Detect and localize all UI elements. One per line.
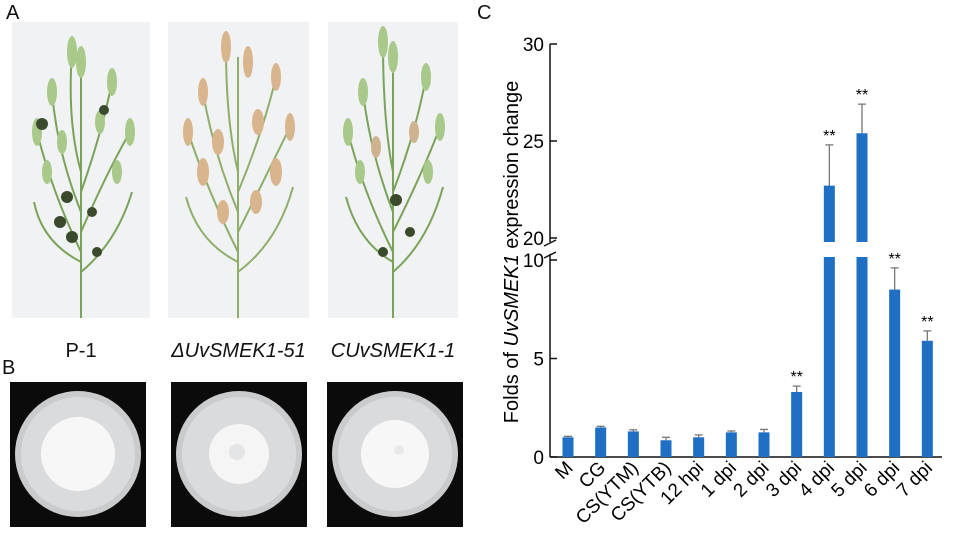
bar: [627, 431, 639, 457]
panicle-photo-mutant: [168, 22, 309, 318]
bar: [562, 437, 574, 457]
y-tick-label: 20: [523, 229, 544, 250]
bar: [889, 289, 901, 457]
strain-label-p1: P-1: [65, 340, 97, 362]
x-tick-label: 6 dpi: [860, 458, 904, 502]
x-tick-label: 5 dpi: [828, 458, 872, 502]
chart-bars: ** ** ** ** **: [562, 87, 934, 457]
significance-label: **: [790, 369, 802, 386]
bar: [791, 391, 803, 457]
strain-label-complement: CUvSMEK1-1: [330, 340, 456, 362]
significance-label: **: [921, 314, 933, 331]
y-tick-label: 25: [523, 132, 544, 153]
panicle-photo-p1: [12, 22, 150, 318]
plate-photo-p1: [10, 382, 146, 527]
y-axis-label-gene: UvSMEK1: [501, 254, 523, 346]
x-tick-label: 4 dpi: [795, 458, 839, 502]
x-tick-label: 7 dpi: [893, 458, 937, 502]
y-tick-label: 10: [523, 251, 544, 272]
y-tick-label: 30: [523, 35, 544, 56]
axis-break-mark: [543, 239, 557, 247]
bar: [856, 133, 868, 242]
bar: [823, 185, 835, 242]
y-tick-label: 5: [533, 350, 544, 371]
bar: [921, 340, 933, 457]
significance-label: **: [823, 128, 835, 145]
significance-label: **: [888, 251, 900, 268]
plate-photo-complement: [327, 382, 463, 527]
x-tick-label: 3 dpi: [762, 458, 806, 502]
x-tick-label: 2 dpi: [730, 458, 774, 502]
bar: [725, 432, 737, 457]
bar: [823, 257, 835, 457]
axis-break-mark: [543, 251, 557, 259]
y-axis-label-suffix: expression change: [501, 81, 523, 254]
plate-photo-mutant: [171, 382, 307, 527]
panel-b-letter: B: [2, 357, 16, 379]
strain-label-mutant: ΔUvSMEK1-51: [171, 340, 306, 362]
significance-label: **: [856, 87, 868, 104]
y-axis-label-prefix: Folds of: [501, 347, 523, 424]
panicle-photo-complement: [328, 22, 458, 318]
panel-a-letter: A: [6, 2, 20, 24]
bar: [856, 257, 868, 457]
bar: [660, 440, 672, 457]
x-tick-label: 1 dpi: [697, 458, 741, 502]
panel-c-letter: C: [477, 2, 492, 24]
bar: [758, 432, 770, 457]
y-axis-label: Folds of UvSMEK1 expression change: [501, 81, 523, 423]
x-tick-label: M: [551, 458, 577, 484]
bar: [595, 427, 607, 457]
bar: [693, 437, 705, 457]
y-tick-label: 0: [533, 448, 544, 469]
